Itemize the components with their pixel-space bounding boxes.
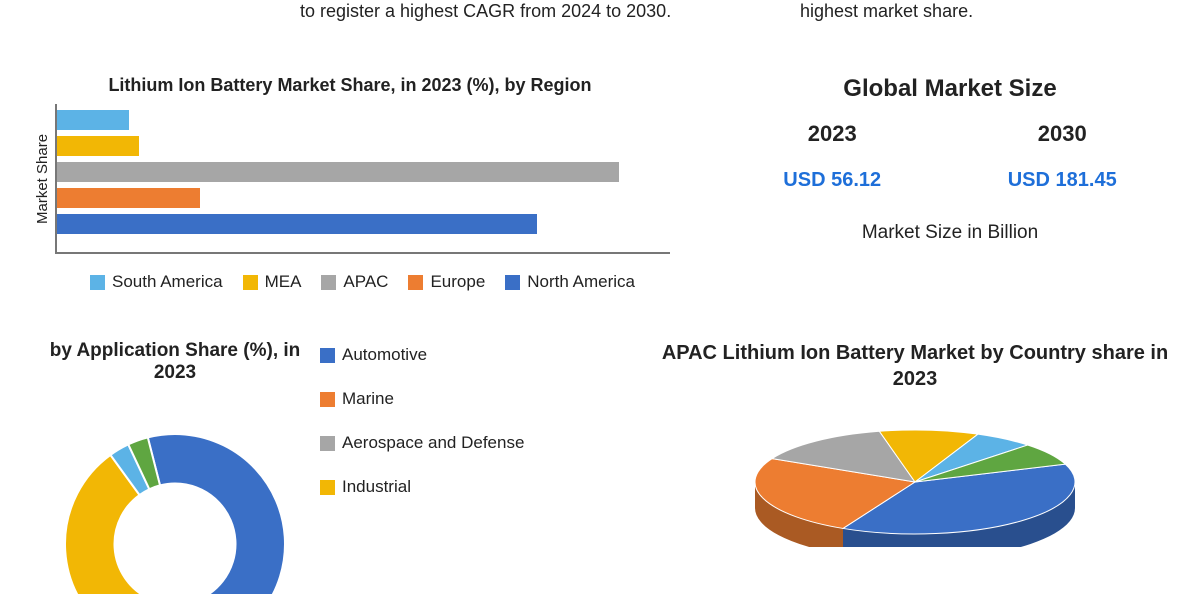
market-size-footnote: Market Size in Billion xyxy=(720,222,1180,244)
top-left-text: to register a highest CAGR from 2024 to … xyxy=(300,0,671,23)
market-size-col: 2023 USD 56.12 xyxy=(783,121,881,192)
legend-label: Aerospace and Defense xyxy=(342,433,524,453)
legend-label: Automotive xyxy=(342,345,427,365)
legend-swatch-icon xyxy=(320,436,335,451)
donut-title: by Application Share (%), in 2023 xyxy=(30,340,320,384)
legend-item: Industrial xyxy=(320,477,630,497)
top-band: to register a highest CAGR from 2024 to … xyxy=(0,0,1200,50)
legend-swatch-icon xyxy=(243,275,258,290)
pie3d-title: APAC Lithium Ion Battery Market by Count… xyxy=(650,340,1180,392)
legend-item: South America xyxy=(90,272,223,292)
top-right: highest market share. xyxy=(700,0,1200,50)
bar-chart-plot xyxy=(55,104,670,254)
pie3d-section: APAC Lithium Ion Battery Market by Count… xyxy=(630,340,1200,600)
legend-swatch-icon xyxy=(320,348,335,363)
market-size-col: 2030 USD 181.45 xyxy=(1008,121,1117,192)
market-size-value: USD 181.45 xyxy=(1008,169,1117,192)
legend-item: APAC xyxy=(321,272,388,292)
legend-label: Marine xyxy=(342,389,394,409)
legend-swatch-icon xyxy=(90,275,105,290)
bar-chart-body: Market Share xyxy=(30,104,670,254)
legend-label: Europe xyxy=(430,272,485,292)
legend-item: Marine xyxy=(320,389,630,409)
legend-swatch-icon xyxy=(320,392,335,407)
donut-section: by Application Share (%), in 2023 Automo… xyxy=(0,340,630,600)
legend-label: South America xyxy=(112,272,223,292)
bar-north-america xyxy=(57,214,537,234)
market-size-columns: 2023 USD 56.12 2030 USD 181.45 xyxy=(720,121,1180,192)
market-size-year: 2030 xyxy=(1008,121,1117,147)
legend-item: Europe xyxy=(408,272,485,292)
bar-chart-title: Lithium Ion Battery Market Share, in 202… xyxy=(30,75,670,96)
legend-swatch-icon xyxy=(408,275,423,290)
donut-legend: Automotive Marine Aerospace and Defense Ind… xyxy=(320,340,630,600)
mid-row: Lithium Ion Battery Market Share, in 202… xyxy=(0,65,1200,315)
legend-label: MEA xyxy=(265,272,302,292)
bar-chart-section: Lithium Ion Battery Market Share, in 202… xyxy=(0,65,680,315)
legend-item: Automotive xyxy=(320,345,630,365)
legend-swatch-icon xyxy=(321,275,336,290)
bottom-row: by Application Share (%), in 2023 Automo… xyxy=(0,340,1200,600)
legend-label: Industrial xyxy=(342,477,411,497)
legend-swatch-icon xyxy=(320,480,335,495)
market-size-value: USD 56.12 xyxy=(783,169,881,192)
bar-mea xyxy=(57,136,139,156)
donut-segment xyxy=(148,434,285,594)
legend-swatch-icon xyxy=(505,275,520,290)
legend-label: APAC xyxy=(343,272,388,292)
market-size-title: Global Market Size xyxy=(720,75,1180,103)
bar-y-axis-label: Market Share xyxy=(30,104,55,254)
bar-south-america xyxy=(57,110,129,130)
market-size-panel: Global Market Size 2023 USD 56.12 2030 USD … xyxy=(680,65,1200,315)
legend-item: Aerospace and Defense xyxy=(320,433,630,453)
bar-europe xyxy=(57,188,200,208)
donut-chart xyxy=(55,394,295,594)
top-right-text: highest market share. xyxy=(800,0,973,23)
legend-item: North America xyxy=(505,272,635,292)
pie3d-chart xyxy=(710,407,1120,547)
legend-label: North America xyxy=(527,272,635,292)
bar-chart-legend: South America MEA APAC Europe North America xyxy=(30,272,670,292)
top-left: to register a highest CAGR from 2024 to … xyxy=(0,0,700,50)
bar-apac xyxy=(57,162,619,182)
market-size-year: 2023 xyxy=(783,121,881,147)
donut-left: by Application Share (%), in 2023 xyxy=(30,340,320,600)
legend-item: MEA xyxy=(243,272,302,292)
